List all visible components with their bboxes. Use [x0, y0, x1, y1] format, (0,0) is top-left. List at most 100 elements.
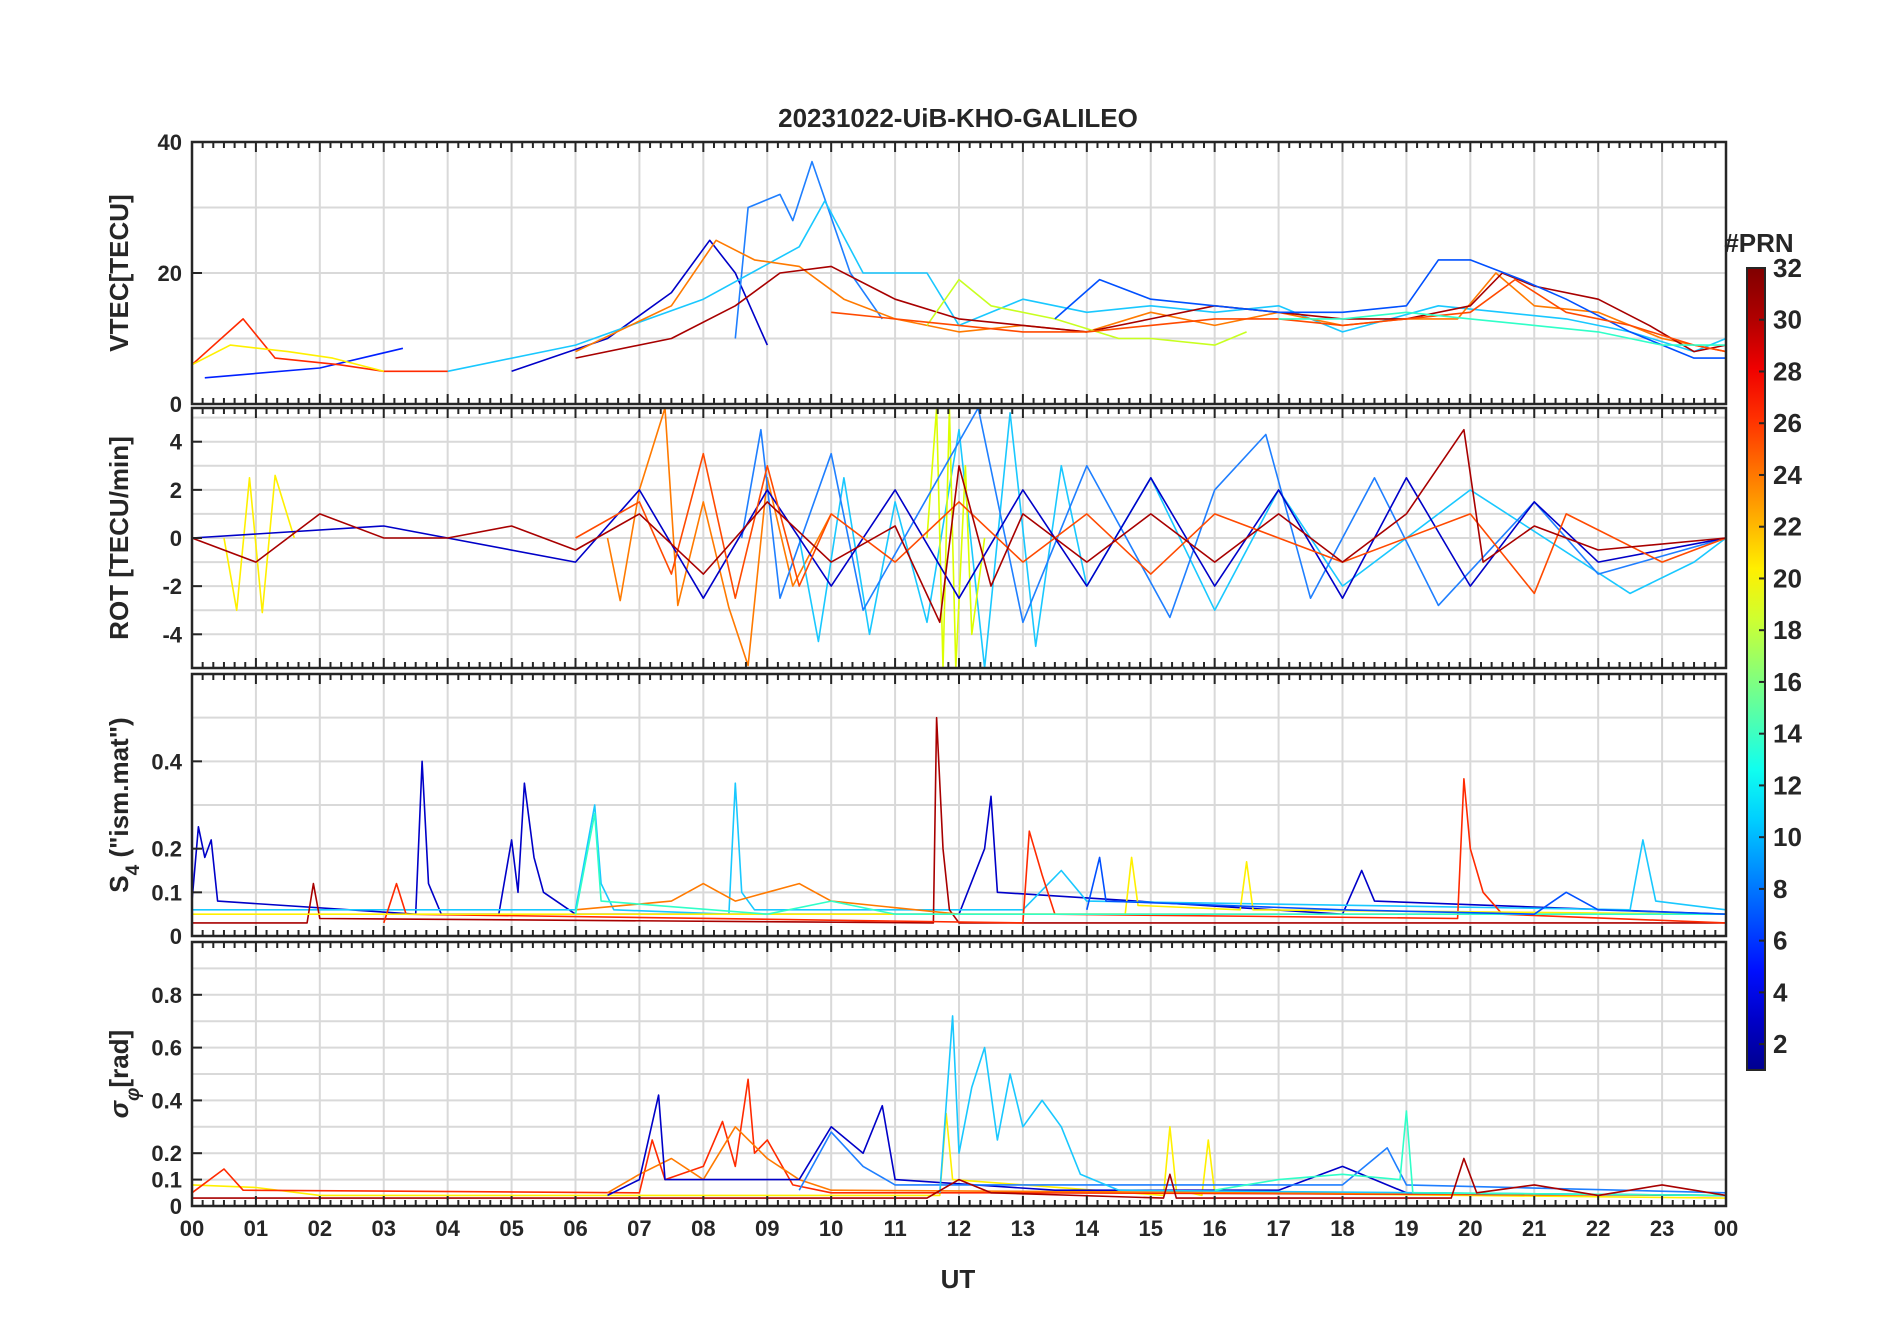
y-tick-label-s4: 0.4: [151, 749, 182, 774]
x-tick-label: 11: [883, 1216, 906, 1241]
panel-s4: 0 0.1 0.2 0.4 S4 ("ism.mat"): [104, 672, 1728, 949]
series-prn-18-vtec: [926, 278, 1247, 346]
series-prn-2-sigma: [607, 1094, 1726, 1197]
x-tick-label: 20: [1458, 1216, 1482, 1241]
x-tick-label: 22: [1586, 1216, 1610, 1241]
x-tick-label: 00: [1714, 1216, 1738, 1241]
y-tick-label-rot: 4: [170, 430, 183, 455]
colorbar-tick-label: 20: [1773, 563, 1802, 593]
series-prn-28-vtec: [192, 318, 448, 373]
colorbar-gradient: [1746, 267, 1766, 1071]
traces-sigma: [192, 1015, 1726, 1199]
series-prn-2-s4: [192, 760, 1726, 915]
panel-rot: -4 -2 0 2 4 ROT [TECU/min]: [104, 406, 1728, 670]
y-tick-label-s4: 0.1: [151, 880, 182, 905]
colorbar-tick-label: 26: [1773, 408, 1802, 438]
colorbar-tick-label: 8: [1773, 874, 1787, 904]
y-axis-label-rot: ROT [TECU/min]: [104, 436, 134, 640]
series-prn-26-rot: [575, 452, 1726, 599]
series-prn-20-vtec: [192, 344, 384, 373]
x-tick-label: 18: [1330, 1216, 1354, 1241]
x-axis-label: UT: [941, 1264, 976, 1294]
series-prn-14-vtec: [1278, 311, 1726, 346]
series-prn-24-rot: [606, 408, 832, 667]
chart-title: 20231022-UiB-KHO-GALILEO: [778, 103, 1138, 133]
y-tick-label-sigma: 0: [170, 1194, 182, 1219]
x-tick-label: 03: [372, 1216, 396, 1241]
series-prn-20-s4: [192, 856, 1726, 915]
panel-sigma: 00.10.2 0.4 0.6 0.8 σφ[rad] 00 01 02 03 04 05 06 07 0…: [104, 940, 1738, 1241]
x-tick-label: 10: [819, 1216, 843, 1241]
traces-s4: [192, 716, 1726, 924]
series-prn-20-sigma: [192, 1112, 1726, 1199]
y-tick-label-vtec: 0: [170, 392, 182, 417]
series-prn-24-s4: [575, 882, 1726, 915]
y-tick-label-rot: -2: [162, 574, 182, 599]
colorbar-tick-label: 28: [1773, 356, 1802, 386]
panel-vtec: 0 20 40 VTEC[TECU]: [104, 130, 1728, 417]
y-tick-label-vtec: 20: [158, 261, 182, 286]
y-tick-label-sigma: 0.8: [151, 983, 182, 1008]
series-prn-14-s4: [574, 812, 1726, 915]
x-tick-label: 13: [1011, 1216, 1035, 1241]
series-prn-14-sigma: [1214, 1110, 1726, 1197]
x-tick-label: 12: [947, 1216, 971, 1241]
colorbar-tick-label: 16: [1773, 667, 1802, 697]
series-prn-6-s4: [1086, 856, 1726, 915]
y-tick-label-sigma: 0.2: [151, 1141, 182, 1166]
x-tick-label: 07: [627, 1216, 651, 1241]
y-tick-label-sigma: 0.4: [151, 1088, 182, 1113]
series-prn-6-vtec: [1054, 259, 1726, 359]
series-prn-26-vtec: [831, 278, 1726, 353]
series-prn-28-sigma: [192, 1078, 1726, 1197]
series-prn-27-s4: [383, 778, 1726, 924]
x-tick-label: 00: [180, 1216, 204, 1241]
series-prn-18-rot: [926, 408, 986, 668]
x-tick-label: 04: [435, 1216, 460, 1241]
colorbar-tick-label: 6: [1773, 926, 1787, 956]
series-prn-4-vtec: [204, 347, 404, 379]
y-axis-label-s4: S4 ("ism.mat"): [104, 717, 144, 892]
series-prn-8-sigma: [798, 1131, 1726, 1194]
y-tick-label-sigma: 0.6: [151, 1036, 182, 1061]
x-tick-label: 14: [1075, 1216, 1100, 1241]
x-tick-label: 01: [244, 1216, 268, 1241]
x-tick-label: 06: [563, 1216, 587, 1241]
y-axis-label-vtec: VTEC[TECU]: [104, 194, 134, 351]
series-prn-31-sigma: [192, 1157, 1726, 1199]
x-tick-label: 08: [691, 1216, 715, 1241]
x-tick-label: 02: [308, 1216, 332, 1241]
series-prn-24-sigma: [607, 1126, 1726, 1197]
x-tick-label: 23: [1650, 1216, 1674, 1241]
colorbar-tick-label: 2: [1773, 1029, 1787, 1059]
traces-rot: [192, 408, 1726, 668]
traces-vtec: [192, 160, 1726, 379]
colorbar-tick-label: 24: [1773, 460, 1802, 490]
x-tick-label: 15: [1139, 1216, 1163, 1241]
x-tick-label: 21: [1522, 1216, 1546, 1241]
series-prn-12-s4: [192, 782, 1726, 915]
y-tick-label-s4: 0: [170, 924, 182, 949]
x-tick-label: 19: [1394, 1216, 1418, 1241]
y-tick-label-rot: 2: [170, 478, 182, 503]
colorbar-tick-label: 4: [1773, 977, 1788, 1007]
colorbar-tick-label: 12: [1773, 770, 1802, 800]
series-prn-24-vtec: [575, 239, 1726, 353]
colorbar-tick-label: 22: [1773, 512, 1802, 542]
colorbar-tick-label: 10: [1773, 822, 1802, 852]
y-tick-label-s4: 0.2: [151, 837, 182, 862]
series-prn-12-vtec: [447, 200, 1726, 373]
y-tick-label-rot: 0: [170, 526, 182, 551]
colorbar-tick-label: 32: [1773, 253, 1802, 283]
series-prn-12-rot: [798, 412, 1726, 668]
series-prn-31-rot: [192, 428, 1726, 624]
colorbar-tick-label: 14: [1773, 719, 1802, 749]
colorbar-label: #PRN: [1724, 228, 1793, 258]
colorbar-tick-label: 18: [1773, 615, 1802, 645]
series-prn-31-s4: [192, 716, 1726, 924]
x-tick-label: 16: [1202, 1216, 1226, 1241]
colorbar-tick-label: 30: [1773, 305, 1802, 335]
